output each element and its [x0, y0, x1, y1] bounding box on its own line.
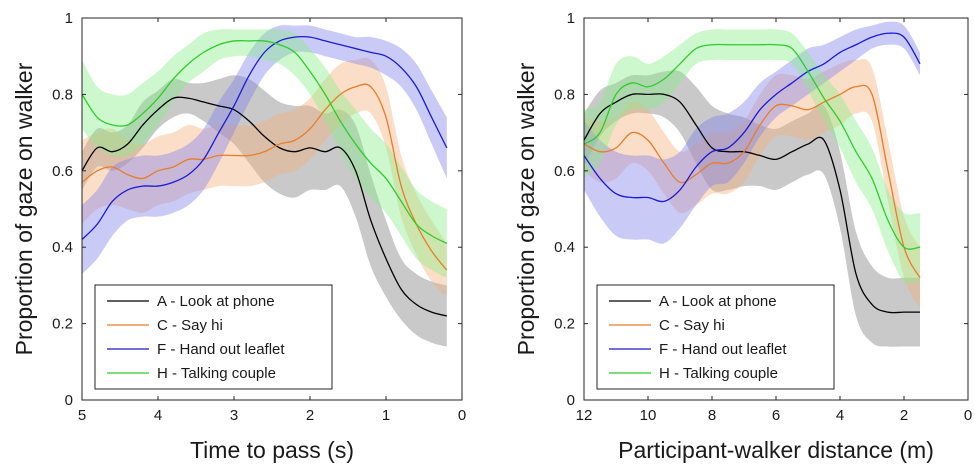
y-tick-label: 0.6 — [52, 163, 73, 180]
y-tick-label: 0.6 — [554, 163, 575, 180]
legend: A - Look at phone C - Say hi F - Hand out … — [94, 284, 333, 390]
plot-area — [82, 25, 448, 347]
confidence-band-2 — [82, 57, 447, 297]
series-line-1 — [584, 93, 920, 314]
legend-label-4: H - Talking couple — [659, 365, 778, 382]
x-tick-label: 1 — [382, 407, 390, 424]
x-axis-label: Time to pass (s) — [190, 437, 354, 463]
y-tick-label: 1 — [65, 10, 73, 27]
series-line-3 — [82, 35, 448, 241]
legend-box — [596, 284, 835, 390]
legend-box — [94, 284, 333, 390]
legend-label-3: F - Hand out leaflet — [659, 341, 787, 358]
legend-label-2: C - Say hi — [659, 317, 725, 334]
legend: A - Look at phone C - Say hi F - Hand out … — [596, 284, 835, 390]
y-axis-label: Proportion of gaze on walker — [513, 62, 539, 355]
x-tick-label: 2 — [306, 407, 314, 424]
x-tick-label: 4 — [836, 407, 844, 424]
y-axis-label: Proportion of gaze on walker — [11, 62, 37, 355]
series-line-3 — [584, 32, 921, 203]
legend-label-1: A - Look at phone — [659, 293, 777, 310]
confidence-band-2 — [584, 59, 920, 309]
confidence-band-1 — [584, 70, 920, 347]
series-line-1 — [82, 96, 447, 317]
x-tick-label: 0 — [964, 407, 972, 424]
x-tick-label: 12 — [576, 407, 593, 424]
confidence-band-3 — [82, 25, 447, 274]
confidence-band-4 — [82, 29, 447, 278]
x-tick-label: 3 — [230, 407, 238, 424]
confidence-band-4 — [584, 29, 920, 284]
y-tick-label: 0.8 — [554, 86, 575, 103]
legend-label-3: F - Hand out leaflet — [157, 341, 285, 358]
series-line-2 — [82, 83, 448, 271]
legend-label-2: C - Say hi — [157, 317, 223, 334]
plot-area — [584, 21, 921, 347]
y-tick-label: 0.2 — [554, 316, 575, 333]
y-tick-label: 0 — [567, 392, 575, 409]
x-tick-label: 4 — [154, 407, 162, 424]
x-axis-label: Participant-walker distance (m) — [618, 437, 934, 463]
y-tick-label: 0.4 — [554, 239, 575, 256]
y-tick-label: 0.4 — [52, 239, 73, 256]
series-line-2 — [584, 84, 921, 279]
axes-box — [81, 17, 463, 401]
confidence-band-3 — [584, 21, 920, 244]
series-line-4 — [82, 39, 448, 244]
y-tick-label: 0.2 — [52, 316, 73, 333]
x-tick-label: 6 — [772, 407, 780, 424]
x-tick-label: 10 — [640, 407, 657, 424]
y-tick-label: 0.8 — [52, 86, 73, 103]
left-chart-panel: 5 4 3 2 1 0 0 0.2 0.4 0.6 0.8 1 Time to pass (s) Prop… — [11, 10, 466, 463]
right-chart-panel: 12 10 8 6 4 2 0 0 0.2 0.4 0.6 0.8 1 Participant-walke… — [513, 10, 972, 463]
x-tick-label: 5 — [78, 407, 86, 424]
y-tick-label: 0 — [65, 392, 73, 409]
y-tick-label: 1 — [567, 10, 575, 27]
legend-label-4: H - Talking couple — [157, 365, 276, 382]
series-line-4 — [584, 43, 921, 250]
x-tick-label: 0 — [458, 407, 466, 424]
x-tick-label: 8 — [708, 407, 716, 424]
x-tick-label: 2 — [900, 407, 908, 424]
legend-label-1: A - Look at phone — [157, 293, 275, 310]
